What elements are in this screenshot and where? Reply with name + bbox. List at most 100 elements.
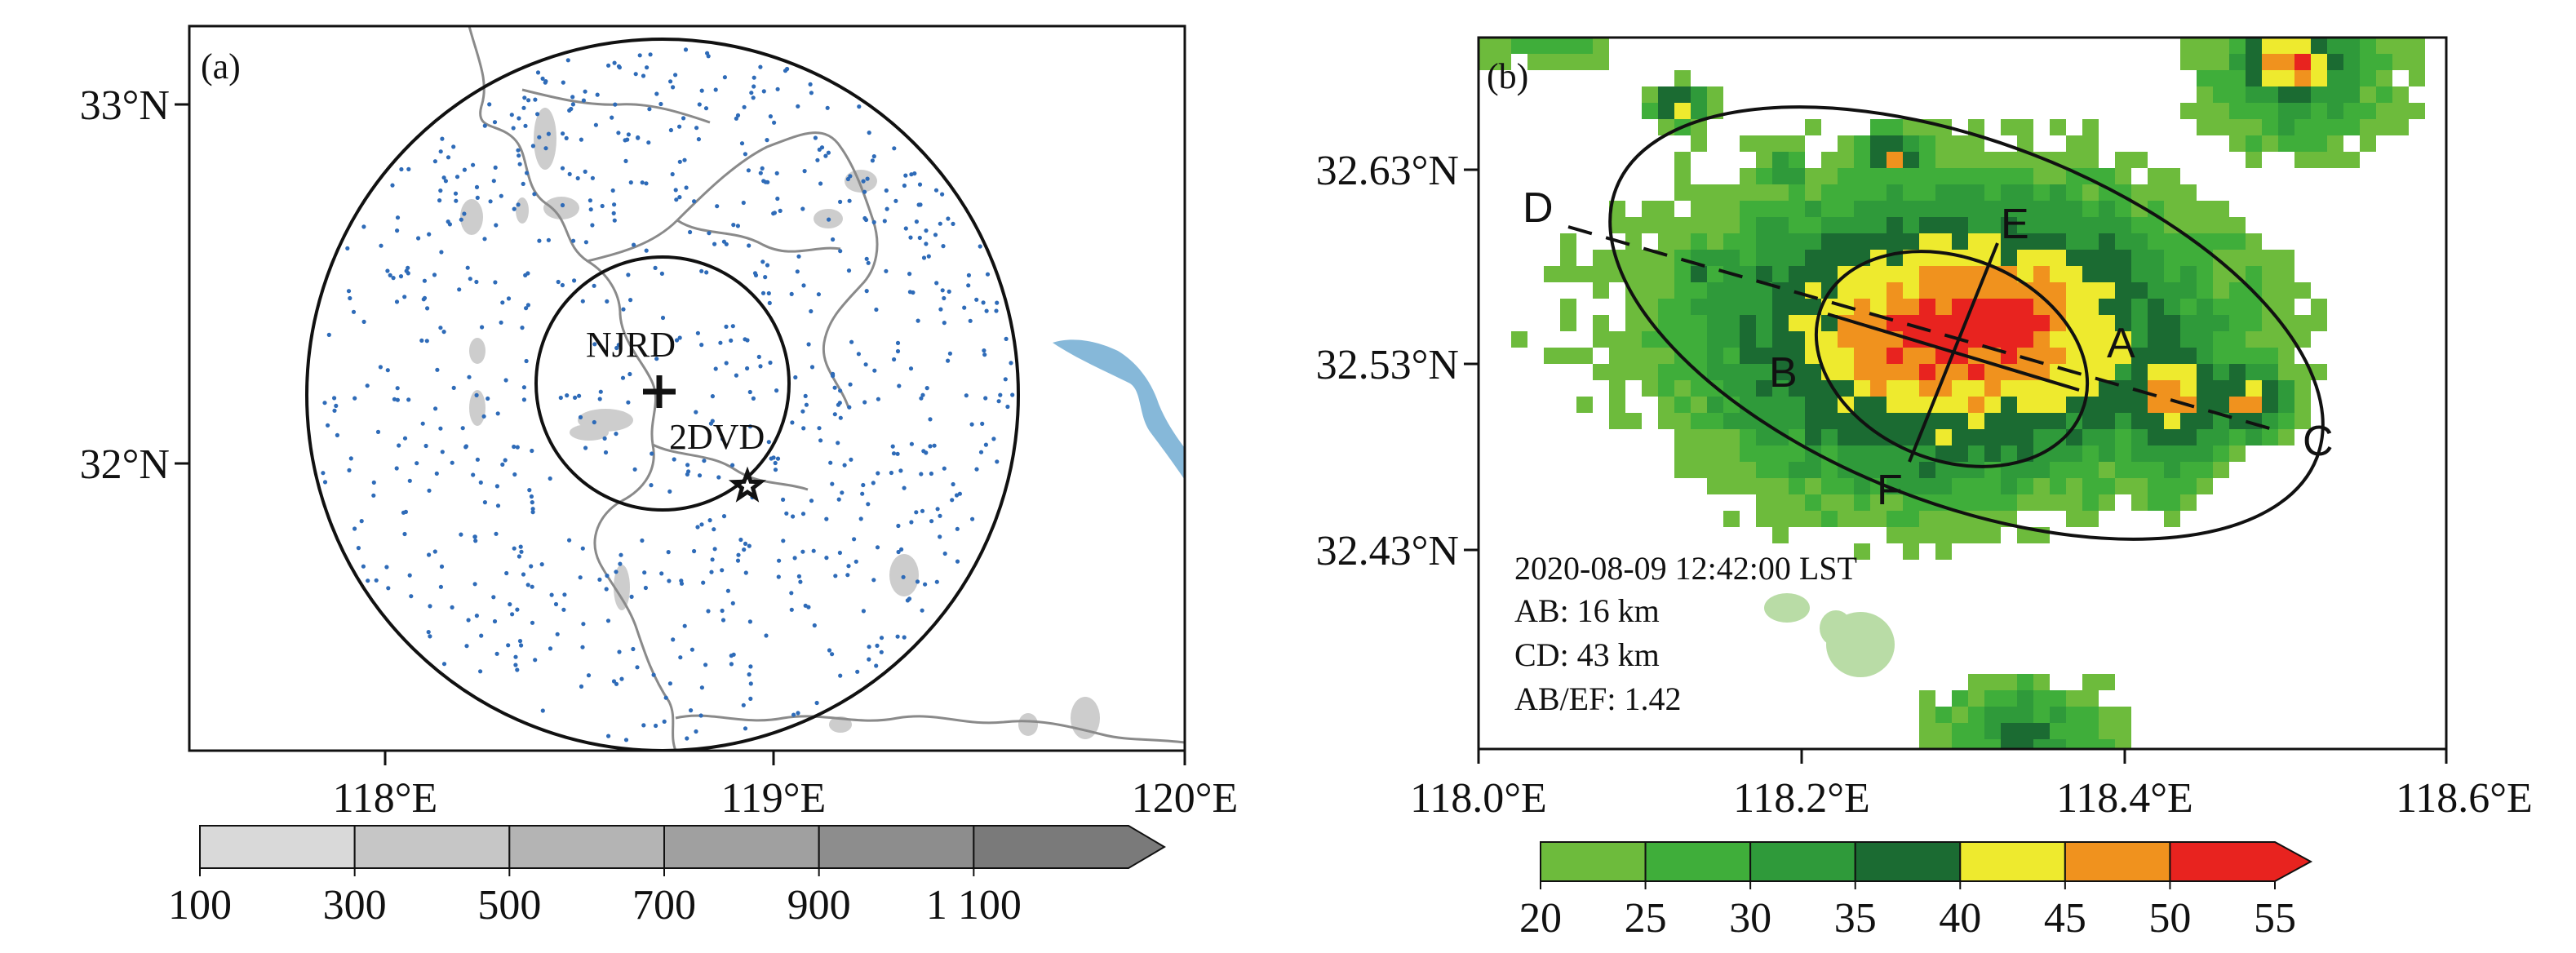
- reflectivity-cell: [1952, 527, 1968, 543]
- station-dot: [699, 88, 704, 93]
- reflectivity-cell: [2082, 511, 2099, 527]
- station-dot: [583, 240, 589, 245]
- reflectivity-cell: [1870, 299, 1887, 315]
- reflectivity-cell: [2099, 315, 2115, 331]
- station-dot: [978, 450, 984, 454]
- reflectivity-cell: [1870, 494, 1887, 511]
- station-dot: [778, 208, 783, 213]
- station-dot: [866, 502, 871, 507]
- reflectivity-cell: [1935, 723, 1952, 739]
- station-dot: [527, 488, 532, 493]
- station-dot: [521, 105, 526, 110]
- station-dot: [748, 681, 753, 686]
- reflectivity-cell: [2197, 103, 2213, 119]
- reflectivity-cell: [1625, 331, 1642, 348]
- reflectivity-cell: [2294, 152, 2311, 168]
- reflectivity-cell: [2246, 429, 2262, 445]
- reflectivity-cell: [1854, 429, 1870, 445]
- station-dot: [471, 162, 476, 167]
- reflectivity-cell: [1887, 282, 1903, 299]
- reflectivity-cell: [2017, 266, 2033, 282]
- station-dot: [974, 467, 979, 472]
- reflectivity-cell: [1870, 331, 1887, 348]
- reflectivity-cell: [2082, 299, 2099, 315]
- reflectivity-cell: [1821, 266, 1838, 282]
- reflectivity-cell: [2392, 38, 2409, 54]
- reflectivity-cell: [1707, 315, 1723, 331]
- reflectivity-cell: [2229, 364, 2246, 380]
- reflectivity-cell: [1838, 250, 1854, 266]
- station-dot: [954, 493, 960, 498]
- reflectivity-cell: [1756, 184, 1772, 201]
- reflectivity-cell: [2001, 445, 2017, 462]
- station-dot: [924, 386, 929, 391]
- reflectivity-cell: [2082, 135, 2099, 152]
- reflectivity-cell: [2311, 315, 2327, 331]
- station-dot: [830, 481, 835, 486]
- reflectivity-cell: [2376, 38, 2392, 54]
- station-dot: [540, 76, 545, 81]
- reflectivity-cell: [1789, 250, 1805, 266]
- station-dot: [326, 332, 331, 337]
- station-dot: [902, 183, 907, 188]
- reflectivity-cell: [1772, 380, 1789, 397]
- reflectivity-cell: [1593, 315, 1609, 331]
- colorbar-a-label: 900: [787, 882, 851, 929]
- station-dot: [633, 72, 638, 77]
- reflectivity-cell: [1870, 348, 1887, 364]
- reflectivity-cell: [2343, 119, 2360, 135]
- reflectivity-cell: [2392, 86, 2409, 103]
- station-dot: [525, 171, 530, 175]
- reflectivity-cell: [1805, 331, 1821, 348]
- station-dot: [823, 153, 828, 158]
- reflectivity-cell: [2099, 707, 2115, 723]
- station-dot: [506, 296, 512, 301]
- station-dot: [606, 734, 611, 738]
- station-dot: [875, 545, 880, 550]
- station-dot: [730, 324, 735, 329]
- y-tick-label: 32°N: [80, 441, 170, 488]
- station-dot: [818, 181, 823, 186]
- reflectivity-cell: [1658, 217, 1674, 233]
- reflectivity-cell: [1838, 348, 1854, 364]
- reflectivity-cell: [2001, 494, 2017, 511]
- reflectivity-cell: [1870, 282, 1887, 299]
- reflectivity-cell: [1707, 364, 1723, 380]
- reflectivity-cell: [1854, 266, 1870, 282]
- station-dot: [345, 246, 350, 250]
- station-dot: [724, 324, 729, 329]
- station-dot: [909, 520, 914, 525]
- station-dot: [865, 176, 870, 181]
- reflectivity-cell: [2246, 38, 2262, 54]
- station-dot: [677, 159, 682, 164]
- station-dot: [434, 471, 439, 476]
- reflectivity-cell: [1674, 315, 1691, 331]
- reflectivity-cell: [1935, 397, 1952, 413]
- station-dot: [567, 108, 572, 113]
- reflectivity-cell: [1756, 397, 1772, 413]
- reflectivity-cell: [1691, 348, 1707, 364]
- station-dot: [524, 306, 529, 311]
- inner-range-ring: [534, 255, 791, 512]
- reflectivity-cell: [2229, 282, 2246, 299]
- reflectivity-cell: [1903, 478, 1919, 494]
- reflectivity-cell: [1887, 119, 1903, 135]
- station-dot: [667, 578, 672, 583]
- reflectivity-cell: [2082, 723, 2099, 739]
- reflectivity-cell: [2033, 184, 2050, 201]
- reflectivity-cell: [2294, 86, 2311, 103]
- station-dot: [648, 52, 653, 57]
- reflectivity-cell: [2246, 380, 2262, 397]
- reflectivity-cell: [1772, 266, 1789, 282]
- colorbar-b-label: 20: [1519, 895, 1562, 942]
- reflectivity-cell: [1984, 364, 2001, 380]
- station-dot: [530, 584, 534, 589]
- reflectivity-cell: [1658, 233, 1674, 250]
- station-dot: [781, 539, 786, 543]
- reflectivity-cell: [1903, 429, 1919, 445]
- station-dot: [715, 204, 720, 209]
- station-dot: [485, 396, 490, 401]
- reflectivity-cell: [1805, 413, 1821, 429]
- station-dot: [394, 299, 400, 304]
- colorbar-swatch: [1749, 841, 1856, 882]
